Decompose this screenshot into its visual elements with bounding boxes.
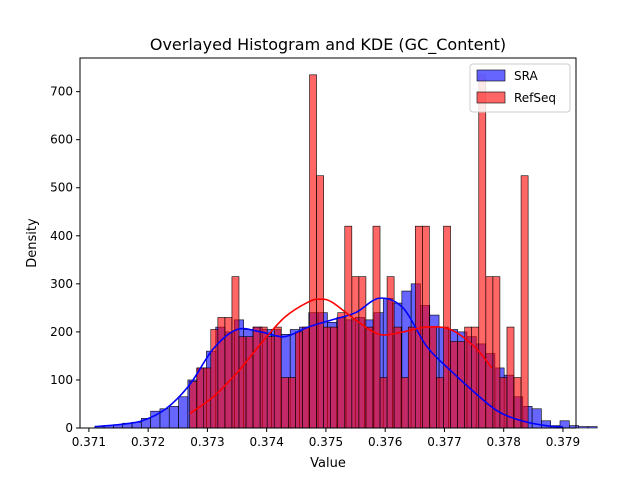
histogram-bar-refseq xyxy=(337,312,346,429)
kde-line-refseq xyxy=(189,298,493,415)
legend-label-sra: SRA xyxy=(514,69,538,83)
histogram-bar-sra xyxy=(541,420,551,429)
histogram-bar-refseq xyxy=(393,326,402,429)
y-tick-label: 0 xyxy=(65,421,73,435)
histogram-bar-refseq xyxy=(266,336,275,429)
chart-title: Overlayed Histogram and KDE (GC_Content) xyxy=(150,35,506,55)
x-tick-label: 0.379 xyxy=(546,435,580,449)
histogram-bar-refseq xyxy=(379,377,388,429)
y-tick-label: 300 xyxy=(50,277,73,291)
y-tick-label: 200 xyxy=(50,325,73,339)
histogram-bar-refseq xyxy=(492,276,501,429)
histogram-bar-sra xyxy=(168,406,179,429)
histogram-bar-refseq xyxy=(471,326,480,429)
histogram-bar-sra xyxy=(578,426,589,429)
histogram-bar-refseq xyxy=(231,276,240,429)
histogram-bar-refseq xyxy=(429,326,437,429)
legend-swatch-refseq xyxy=(476,91,506,104)
y-tick-label: 500 xyxy=(50,181,73,195)
y-tick-label: 100 xyxy=(50,373,73,387)
x-tick-label: 0.376 xyxy=(368,435,402,449)
histogram-bar-refseq xyxy=(330,326,339,429)
histogram-bar-refseq xyxy=(351,276,360,429)
histogram-bar-refseq xyxy=(520,175,529,429)
histogram-bar-refseq xyxy=(323,326,331,429)
histogram-bar-refseq xyxy=(273,326,282,429)
kde-line-sra xyxy=(94,297,564,428)
x-tick-label: 0.371 xyxy=(72,435,106,449)
histogram-bar-refseq xyxy=(280,377,289,429)
histogram-bar-refseq xyxy=(344,225,353,429)
histogram-bar-refseq xyxy=(450,341,458,429)
histogram-bar-refseq xyxy=(499,377,508,429)
x-axis-label: Value xyxy=(310,456,346,471)
histogram-bar-refseq xyxy=(238,336,247,429)
y-axis: 0 100 200 300 400 500 600 700 xyxy=(50,85,80,435)
x-tick-label: 0.373 xyxy=(190,435,224,449)
histogram-bar-refseq xyxy=(400,377,409,429)
kde-curves xyxy=(94,297,564,428)
histogram-bar-refseq xyxy=(457,341,465,429)
histogram-bar-refseq xyxy=(365,326,374,429)
x-axis: 0.371 0.372 0.373 0.374 0.375 0.376 0.377 0.378… xyxy=(72,428,580,449)
histogram-bar-refseq xyxy=(302,326,310,429)
x-tick-label: 0.375 xyxy=(309,435,343,449)
histogram-bar-sra xyxy=(587,426,598,429)
histogram-bar-refseq xyxy=(372,225,381,429)
histogram-bar-refseq xyxy=(217,317,226,429)
histogram-bar-refseq xyxy=(196,367,205,429)
x-tick-label: 0.374 xyxy=(249,435,283,449)
legend: SRA RefSeq xyxy=(469,63,571,113)
y-tick-label: 600 xyxy=(50,133,73,147)
histogram-bar-refseq xyxy=(252,326,261,429)
histogram-bar-refseq xyxy=(506,326,515,429)
x-tick-label: 0.377 xyxy=(427,435,461,449)
histogram-bar-refseq xyxy=(203,367,212,429)
histogram-bar-refseq xyxy=(436,377,444,429)
histogram-bar-refseq xyxy=(295,331,303,429)
x-tick-label: 0.372 xyxy=(131,435,165,449)
histogram-bar-sra xyxy=(178,396,189,429)
histogram-bar-refseq xyxy=(245,336,254,429)
y-axis-label: Density xyxy=(25,218,40,268)
histogram-bar-refseq xyxy=(309,74,317,429)
histogram-bar-refseq xyxy=(288,377,296,429)
histogram-bar-refseq xyxy=(407,326,416,429)
histogram-bar-refseq xyxy=(316,175,324,429)
plot-frame xyxy=(79,57,577,429)
y-tick-label: 400 xyxy=(50,229,73,243)
legend-swatch-sra xyxy=(476,69,506,82)
histogram-bar-refseq xyxy=(189,381,197,429)
x-tick-label: 0.378 xyxy=(487,435,521,449)
histogram-bar-refseq xyxy=(358,276,367,429)
legend-label-refseq: RefSeq xyxy=(514,91,556,105)
histogram-bar-refseq xyxy=(478,74,487,429)
y-tick-label: 700 xyxy=(50,85,73,99)
